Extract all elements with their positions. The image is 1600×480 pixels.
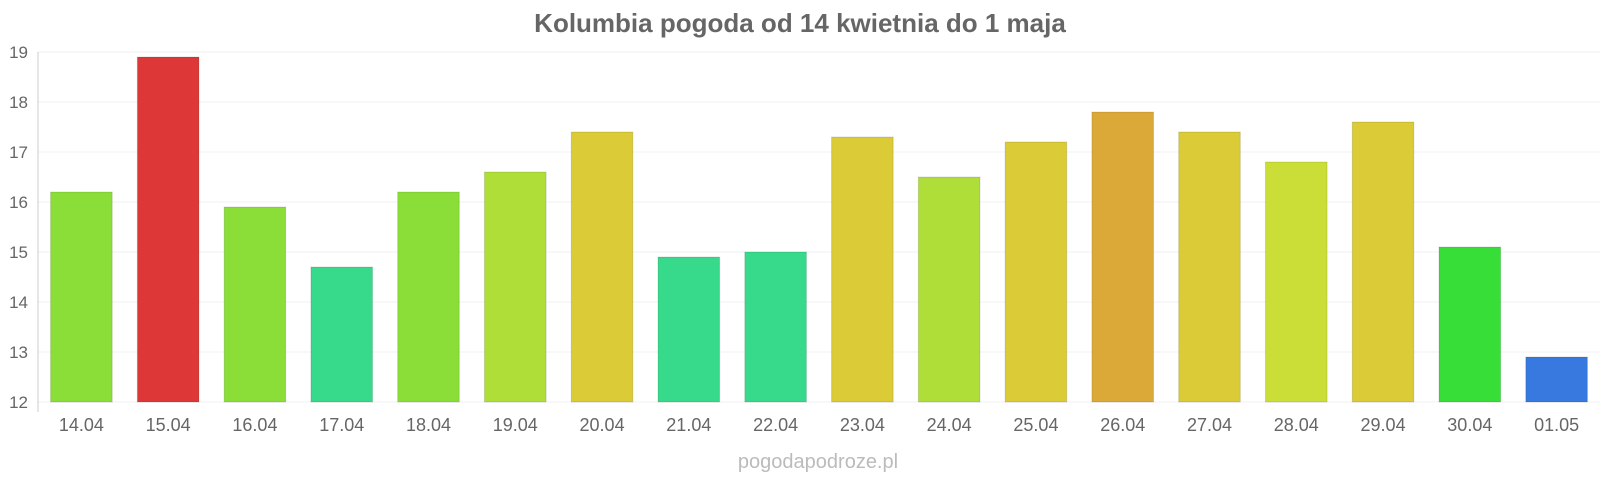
bar-19.04 bbox=[483, 171, 547, 403]
x-axis-labels: 14.04 15.04 16.04 17.04 18.04 19.04 20.04 21.04… bbox=[59, 415, 1579, 435]
x-tick-label: 18.04 bbox=[406, 415, 451, 435]
y-tick-label: 18 bbox=[9, 93, 28, 112]
bar-14.04 bbox=[50, 191, 113, 403]
y-tick-label: 16 bbox=[9, 193, 28, 212]
bar-17.04 bbox=[310, 266, 374, 403]
bar-23.04 bbox=[831, 136, 894, 403]
bar-20.04 bbox=[570, 131, 634, 403]
bar-24.04 bbox=[917, 176, 981, 403]
grid-lines bbox=[38, 51, 1600, 403]
y-axis-ticks: 12 13 14 15 16 17 18 19 bbox=[9, 43, 28, 412]
x-tick-label: 17.04 bbox=[319, 415, 364, 435]
bar-18.04 bbox=[397, 191, 460, 403]
bars bbox=[50, 56, 1588, 403]
x-tick-label: 14.04 bbox=[59, 415, 104, 435]
bar-30.04 bbox=[1438, 246, 1502, 403]
y-tick-label: 14 bbox=[9, 293, 28, 312]
bar-16.04 bbox=[223, 206, 287, 403]
bar-21.04 bbox=[657, 256, 721, 403]
x-tick-label: 23.04 bbox=[840, 415, 885, 435]
x-tick-label: 24.04 bbox=[927, 415, 972, 435]
y-tick-label: 19 bbox=[9, 43, 28, 62]
x-tick-label: 25.04 bbox=[1013, 415, 1058, 435]
y-tick-label: 13 bbox=[9, 343, 28, 362]
x-tick-label: 15.04 bbox=[146, 415, 191, 435]
x-tick-label: 20.04 bbox=[580, 415, 625, 435]
bar-22.04 bbox=[744, 251, 807, 403]
x-tick-label: 29.04 bbox=[1361, 415, 1406, 435]
x-tick-label: 30.04 bbox=[1447, 415, 1492, 435]
y-tick-label: 12 bbox=[9, 393, 28, 412]
footer-site-name: pogodapodroze.pl bbox=[738, 451, 898, 473]
bar-25.04 bbox=[1004, 141, 1068, 403]
bar-29.04 bbox=[1351, 121, 1415, 403]
x-tick-label: 21.04 bbox=[666, 415, 711, 435]
x-tick-label: 19.04 bbox=[493, 415, 538, 435]
bar-27.04 bbox=[1178, 131, 1241, 403]
x-tick-label: 26.04 bbox=[1100, 415, 1145, 435]
x-tick-label: 01.05 bbox=[1534, 415, 1579, 435]
bar-15.04 bbox=[136, 56, 200, 403]
bar-26.04 bbox=[1091, 111, 1155, 403]
y-tick-label: 17 bbox=[9, 143, 28, 162]
chart-title: Kolumbia pogoda od 14 kwietnia do 1 maja bbox=[534, 8, 1066, 38]
x-tick-label: 28.04 bbox=[1274, 415, 1319, 435]
x-tick-label: 22.04 bbox=[753, 415, 798, 435]
x-tick-label: 27.04 bbox=[1187, 415, 1232, 435]
x-tick-label: 16.04 bbox=[232, 415, 277, 435]
bar-01.05 bbox=[1525, 356, 1588, 403]
bar-28.04 bbox=[1264, 161, 1328, 403]
y-tick-label: 15 bbox=[9, 243, 28, 262]
